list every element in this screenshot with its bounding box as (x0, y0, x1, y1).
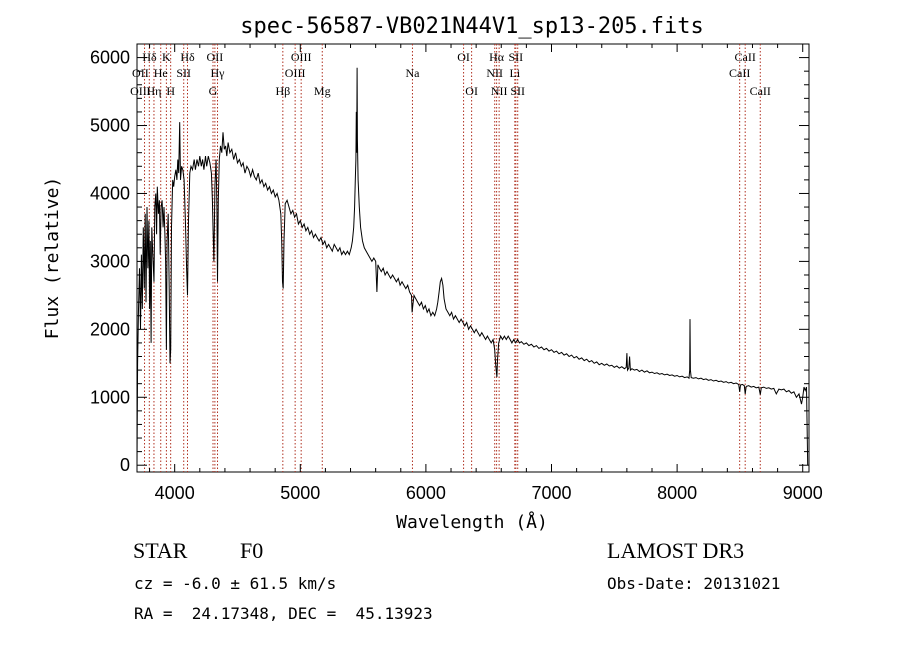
spectral-line-label-1: K (162, 50, 171, 64)
y-axis-ticks: 0 1000 2000 3000 4000 5000 6000 (90, 48, 809, 475)
x-tick-label-2: 6000 (406, 483, 446, 503)
spectral-line-label-22: Hβ (275, 84, 290, 98)
spectral-line-label-25: NII (491, 84, 508, 98)
spectral-line-label-6: Hα (489, 50, 505, 64)
spectral-line-label-26: SII (510, 84, 525, 98)
object-class: STAR (133, 538, 188, 563)
y-tick-label-6: 6000 (90, 48, 130, 68)
plot-frame (136, 43, 810, 473)
spectral-line-label-27: CaII (750, 84, 771, 98)
y-axis-label: Flux (relative) (42, 177, 63, 340)
spectral-line-label-24: OI (465, 84, 478, 98)
x-axis-label: Wavelength (Å) (396, 511, 548, 533)
x-tick-label-4: 8000 (657, 483, 697, 503)
spectral-line-label-11: SII (176, 66, 191, 80)
x-axis-ticks: 4000 5000 6000 7000 8000 9000 (149, 44, 823, 503)
object-subclass: F0 (240, 538, 264, 563)
observation-date: Obs-Date: 20131021 (607, 574, 781, 593)
spectral-line-label-8: CaII (735, 50, 756, 64)
spectral-line-label-3: OII (207, 50, 224, 64)
spectral-line-label-18: OIII (130, 84, 151, 98)
survey-name: LAMOST DR3 (607, 538, 745, 563)
spectral-line-label-20: H (166, 84, 175, 98)
spectral-line-label-14: Na (405, 66, 420, 80)
spectral-line-label-16: Li (509, 66, 520, 80)
spectral-line-label-15: NII (486, 66, 503, 80)
spectral-line-label-17: CaII (729, 66, 750, 80)
spectral-line-label-9: OII (132, 66, 149, 80)
y-tick-label-3: 3000 (90, 251, 130, 271)
spectral-line-label-19: Hη (146, 84, 161, 98)
spectral-line-label-0: Hδ (142, 50, 157, 64)
x-tick-label-0: 4000 (155, 483, 195, 503)
x-tick-label-1: 5000 (280, 483, 320, 503)
y-tick-label-1: 1000 (90, 387, 130, 407)
x-tick-label-5: 9000 (783, 483, 823, 503)
spectral-line-label-10: He (154, 66, 168, 80)
coordinates-readout: RA = 24.17348, DEC = 45.13923 (134, 604, 433, 623)
spectral-line-label-21: G (209, 84, 218, 98)
spectral-line-label-7: SII (508, 50, 523, 64)
spectral-line-label-23: Mg (314, 84, 331, 98)
spectral-line-label-12: Hγ (211, 66, 226, 80)
spectral-line-label-13: OIII (285, 66, 306, 80)
spectral-line-label-4: OIII (291, 50, 312, 64)
spectral-line-label-5: OI (457, 50, 470, 64)
spectral-line-label-2: Hδ (180, 50, 195, 64)
x-tick-label-3: 7000 (531, 483, 571, 503)
chart-title: spec-56587-VB021N44V1_sp13-205.fits (240, 14, 704, 39)
flux-series-line (136, 67, 809, 466)
y-tick-label-0: 0 (120, 455, 130, 475)
y-tick-label-2: 2000 (90, 319, 130, 339)
y-tick-label-5: 5000 (90, 116, 130, 136)
spectral-line-markers (144, 44, 761, 472)
redshift-readout: cz = -6.0 ± 61.5 km/s (134, 574, 337, 593)
y-tick-label-4: 4000 (90, 183, 130, 203)
